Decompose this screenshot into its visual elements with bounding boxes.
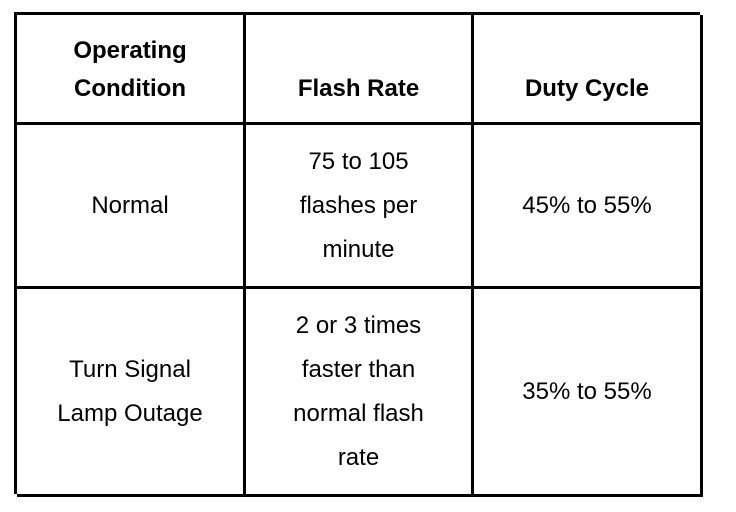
cell-line: flashes per	[299, 191, 418, 219]
cell-line: 45% to 55%	[522, 191, 652, 219]
header-line: Condition	[74, 75, 186, 102]
cell-line: 2 or 3 times	[295, 311, 422, 339]
cell-line: Normal	[91, 191, 169, 219]
cell-line: minute	[322, 235, 395, 263]
cell-condition-normal: Normal	[17, 125, 246, 289]
header-line: Flash Rate	[297, 75, 420, 102]
cell-line: faster than	[301, 355, 416, 383]
cell-line: Turn Signal	[69, 355, 191, 383]
cell-line: Lamp Outage	[57, 399, 203, 427]
cell-line: rate	[337, 443, 380, 471]
header-line: Operating	[73, 37, 187, 64]
flash-rate-table: Operating Condition Flash Rate Duty Cycl…	[14, 12, 703, 497]
cell-line: 35% to 55%	[522, 377, 652, 405]
cell-flash-rate-normal: 75 to 105 flashes per minute	[246, 125, 474, 289]
header-duty-cycle: Duty Cycle	[474, 15, 703, 125]
cell-duty-cycle-normal: 45% to 55%	[474, 125, 703, 289]
cell-duty-cycle-lamp-outage: 35% to 55%	[474, 289, 703, 497]
header-flash-rate: Flash Rate	[246, 15, 474, 125]
cell-line: normal flash	[293, 399, 424, 427]
cell-condition-lamp-outage: Turn Signal Lamp Outage	[17, 289, 246, 497]
header-operating-condition: Operating Condition	[17, 15, 246, 125]
header-line: Duty Cycle	[524, 75, 650, 102]
cell-line: 75 to 105	[308, 147, 409, 175]
cell-flash-rate-lamp-outage: 2 or 3 times faster than normal flash ra…	[246, 289, 474, 497]
